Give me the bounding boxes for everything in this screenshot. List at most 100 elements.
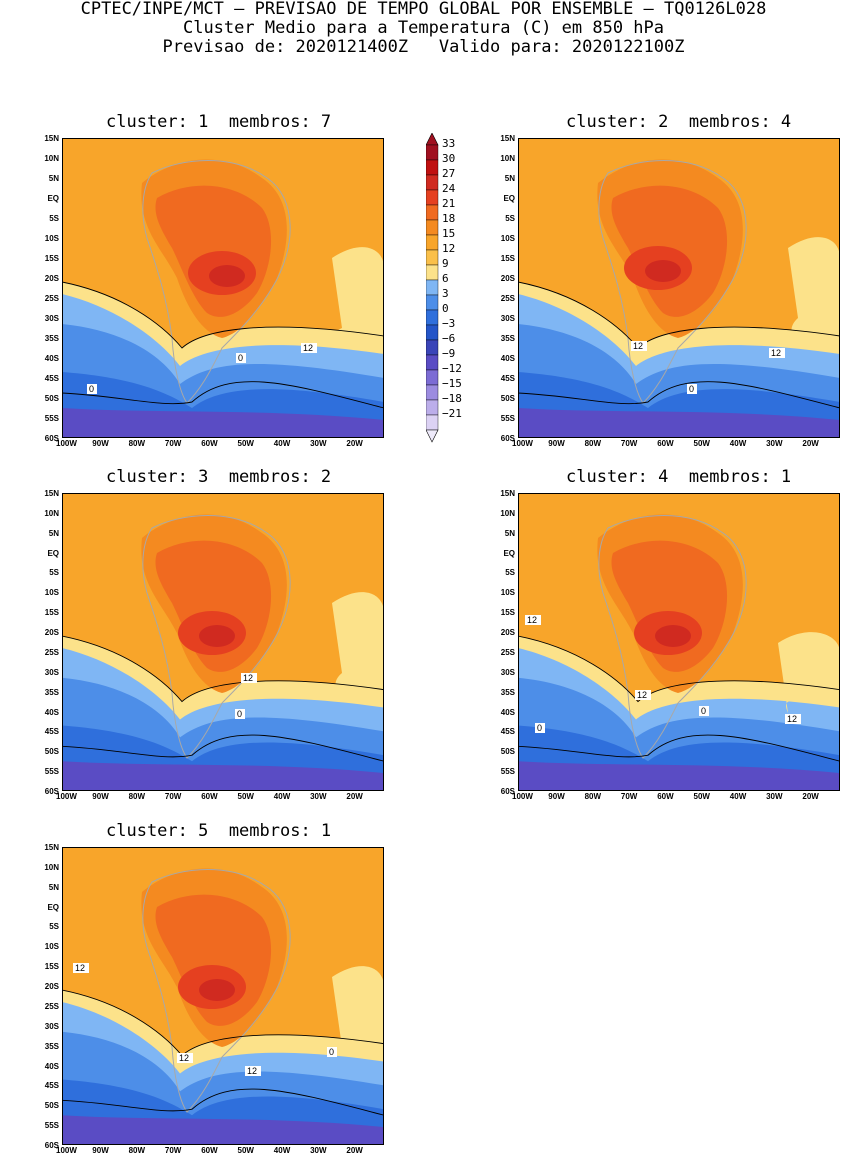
lat-label: 5S (505, 214, 515, 223)
svg-text:0: 0 (89, 384, 94, 394)
lon-label: 30W (310, 792, 327, 801)
colorbar-segment (426, 384, 439, 401)
lon-label: 60W (657, 792, 674, 801)
lon-label: 90W (548, 792, 565, 801)
lat-label: 5N (504, 528, 515, 538)
contour-label: 0 (236, 353, 246, 363)
lat-label: 10S (44, 234, 59, 243)
panel-title-1: cluster: 1 membros: 7 (106, 112, 332, 132)
lon-label: 30W (766, 792, 783, 801)
colorbar-segment (426, 309, 439, 326)
atlantic-cool-patch (332, 592, 384, 703)
colorbar-label: −9 (442, 347, 456, 360)
contour-label: 12 (525, 615, 541, 625)
map-frame (62, 138, 384, 438)
svg-text:0: 0 (329, 1047, 334, 1057)
lat-label: 25S (44, 294, 59, 303)
lat-label: 15N (44, 489, 59, 498)
atlantic-cool-patch (332, 247, 384, 350)
lon-label: 30W (310, 1146, 327, 1155)
lon-label: 50W (693, 792, 710, 801)
lat-label: 60S (500, 434, 515, 443)
lat-label: 5N (48, 882, 59, 892)
svg-text:12: 12 (771, 348, 781, 358)
svg-text:12: 12 (243, 673, 253, 683)
lat-label: 60S (44, 787, 59, 796)
band-neg9 (62, 761, 384, 791)
lon-label: 20W (346, 439, 363, 448)
colorbar-segment (426, 234, 439, 251)
lon-label: 70W (620, 792, 638, 801)
contour-12 (62, 281, 384, 349)
lat-label: 15N (500, 134, 515, 143)
lat-label: 40S (44, 707, 59, 717)
lat-label: 35S (44, 687, 59, 697)
coastline (142, 160, 291, 404)
lon-label: 90W (92, 439, 109, 448)
colorbar-arrow-top (426, 133, 439, 146)
lon-label: 50W (237, 1146, 254, 1155)
lat-label: 20S (500, 628, 515, 638)
lat-label: 20S (500, 274, 515, 283)
lat-label: 20S (44, 274, 59, 283)
svg-text:12: 12 (527, 615, 537, 625)
contour-12 (62, 635, 384, 703)
hot-core-max (645, 260, 681, 282)
panel-title-3: cluster: 3 membros: 2 (106, 467, 332, 487)
colorbar-label: 18 (442, 212, 456, 225)
band-neg9 (518, 761, 840, 791)
page-title: CPTEC/INPE/MCT – PREVISAO DE TEMPO GLOBA… (0, 0, 847, 57)
colorbar-segment (426, 219, 439, 236)
contour-label: 0 (687, 384, 697, 394)
contour-label: 12 (785, 714, 801, 724)
colorbar-label: −18 (442, 392, 462, 405)
lat-label: 55S (500, 414, 515, 423)
colorbar-segment (426, 294, 439, 311)
lon-label: 100W (512, 792, 533, 801)
lat-label: 15N (500, 489, 515, 498)
lat-label: EQ (47, 194, 59, 203)
lat-label: 50S (44, 1101, 59, 1111)
hot-core-max (199, 625, 235, 647)
lat-label: 40S (500, 707, 515, 717)
lat-label: 25S (500, 647, 515, 657)
lat-label: 10N (44, 862, 59, 872)
lon-label: 60W (201, 1146, 218, 1155)
lon-label: 40W (273, 1146, 291, 1155)
lon-label: 70W (620, 439, 638, 448)
colorbar-label: −6 (442, 332, 456, 345)
lat-label: 55S (44, 767, 59, 777)
colorbar-label: 9 (442, 257, 449, 270)
colorbar-label: 12 (442, 242, 456, 255)
contour-label: 0 (235, 709, 245, 719)
lon-label: 40W (729, 439, 747, 448)
colorbar-segment (426, 249, 439, 266)
contour-label: 12 (241, 673, 257, 683)
map-panel-1: 0 0 12 (62, 138, 384, 438)
lat-label: 55S (44, 414, 59, 423)
title-line-3: Previsao de: 2020121400Z Valido para: 20… (162, 37, 685, 57)
lat-label: 10S (500, 234, 515, 243)
svg-text:12: 12 (179, 1053, 189, 1063)
map-panel-3: 0 12 (62, 493, 384, 791)
colorbar-segment (426, 414, 439, 431)
colorbar-label: −12 (442, 362, 462, 375)
map-panel-2: 0 12 12 (518, 138, 840, 438)
lat-label: 50S (44, 394, 59, 403)
lat-label: EQ (47, 902, 59, 912)
lat-label: 10S (44, 588, 59, 598)
contour-label: 12 (177, 1053, 193, 1063)
map-panel-5: 12 12 0 12 (62, 847, 384, 1145)
lat-label: 40S (44, 354, 59, 363)
coastline (598, 160, 747, 404)
colorbar-label: 15 (442, 227, 456, 240)
colorbar-segment (426, 369, 439, 386)
contour-label: 0 (699, 706, 709, 716)
colorbar-segment (426, 204, 439, 221)
lat-label: 10N (44, 508, 59, 518)
colorbar-segment (426, 354, 439, 371)
colorbar-segment (426, 324, 439, 341)
band-neg9 (62, 1115, 384, 1145)
lon-label: 20W (802, 792, 819, 801)
title-line-1: CPTEC/INPE/MCT – PREVISAO DE TEMPO GLOBA… (80, 0, 767, 19)
